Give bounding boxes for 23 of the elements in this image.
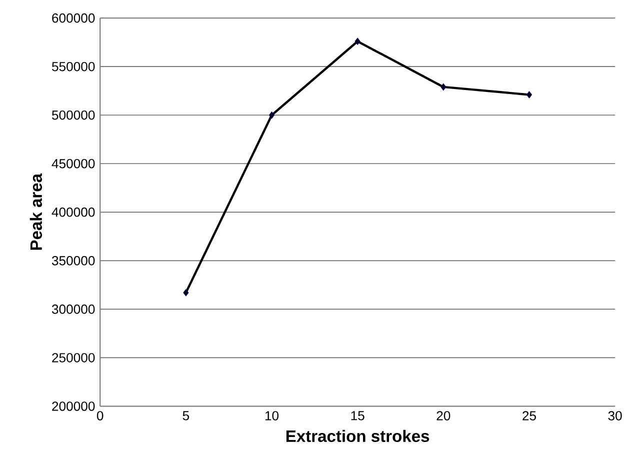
y-tick-label: 200000: [52, 402, 95, 411]
x-tick-label: 25: [522, 411, 536, 420]
point: [268, 111, 275, 119]
x-tick-label: 15: [351, 411, 364, 420]
y-tick-label: 300000: [52, 304, 95, 314]
x-axis-title: Extraction strokes: [286, 430, 430, 442]
y-tick-label: 500000: [52, 110, 95, 120]
y-tick-label: 350000: [52, 256, 95, 266]
x-tick-label: 10: [265, 411, 279, 420]
x-tick-label: 0: [96, 411, 104, 420]
x-tick-label: 30: [608, 411, 622, 420]
point: [354, 38, 360, 45]
y-tick-label: 450000: [52, 158, 95, 168]
point: [440, 83, 446, 90]
y-axis-title: Peak area: [30, 173, 42, 250]
y-tick-label: 400000: [52, 207, 95, 217]
y-tick-label: 600000: [52, 13, 95, 23]
y-tick-label: 250000: [52, 353, 95, 362]
point: [183, 289, 189, 296]
x-tick-label: 5: [182, 411, 190, 420]
x-tick-label: 20: [436, 411, 450, 420]
point: [526, 91, 532, 98]
y-tick-label: 550000: [52, 62, 95, 72]
